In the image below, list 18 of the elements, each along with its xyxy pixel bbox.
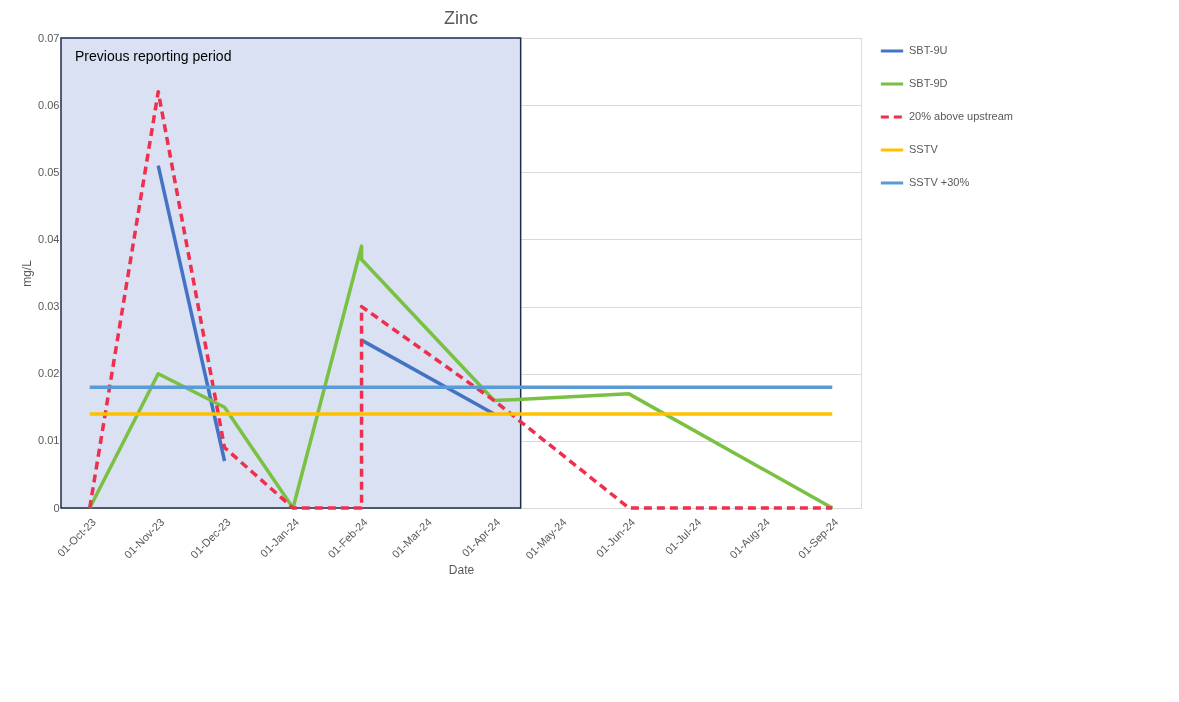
line-series [87,89,835,510]
y-tick-label: 0.01 [38,434,60,447]
y-tick-label: 0.04 [38,232,60,245]
y-axis-title: mg/L [20,259,35,287]
band-label: Previous reporting period [75,48,232,64]
x-axis-title: Date [448,563,475,578]
y-tick-label: 0 [53,501,60,514]
legend-label: SSTV +30% [909,176,970,188]
y-tick-label: 0.02 [38,367,60,380]
legend-label: SBT-9D [909,77,948,89]
y-tick-label: 0.07 [38,31,60,44]
y-tick-label: 0.05 [38,165,60,178]
legend-label: SBT-9U [909,44,948,56]
legend-label: SSTV [909,143,939,155]
legend-label: 20% above upstream [909,110,1013,122]
y-tick-label: 0.06 [38,98,60,111]
y-tick-label: 0.03 [38,300,60,313]
chart-title: Zinc [443,8,479,28]
